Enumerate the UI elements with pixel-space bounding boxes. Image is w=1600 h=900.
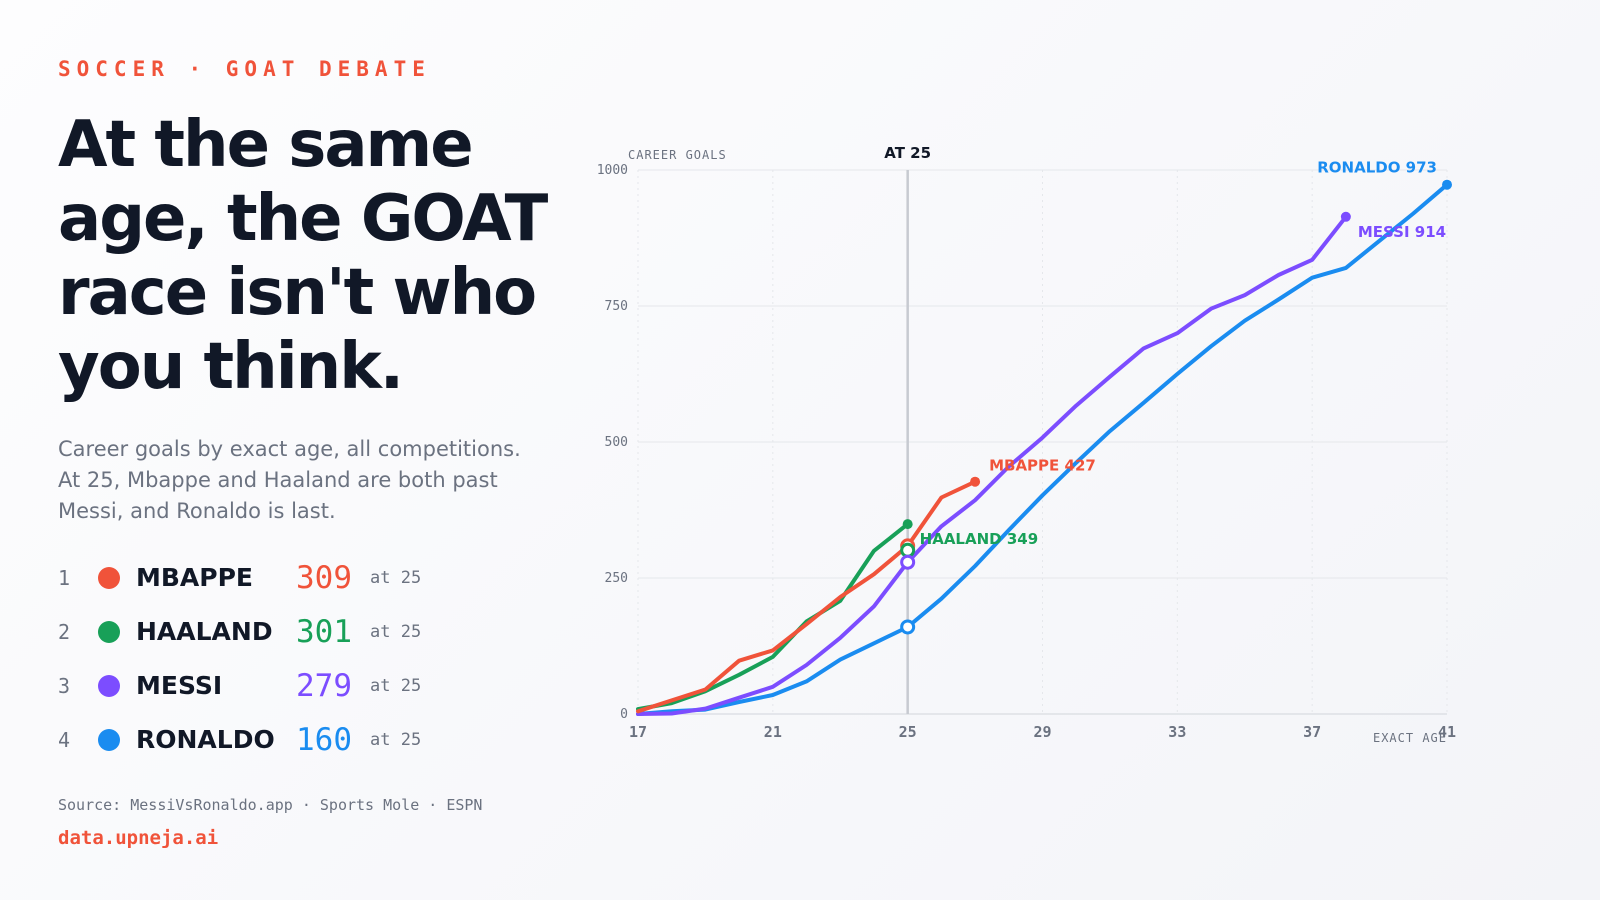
- x-tick-label: 37: [1303, 723, 1321, 741]
- age-25-marker-mbappe: [900, 538, 916, 554]
- headline: At the same age, the GOAT race isn't who…: [58, 108, 548, 404]
- goals-at-25: 279: [296, 668, 352, 704]
- series-end-point-ronaldo: [1442, 179, 1452, 190]
- x-tick-label: 29: [1033, 723, 1051, 741]
- y-tick-label: 500: [605, 435, 628, 450]
- y-axis-title: CAREER GOALS: [628, 148, 727, 162]
- series-line-messi: [636, 214, 1348, 716]
- rank-number: 4: [58, 728, 71, 752]
- rank-number: 3: [58, 674, 71, 698]
- x-tick-label: 17: [629, 723, 647, 741]
- ranking-row: 4 RONALDO 160 at 25: [58, 723, 538, 781]
- subtitle: Career goals by exact age, all competiti…: [58, 437, 521, 523]
- age-25-marker-haaland: [900, 542, 916, 558]
- age-25-marker-messi: [900, 554, 916, 570]
- x-tick-label: 41: [1438, 723, 1456, 741]
- player-name: MBAPPE: [136, 563, 254, 592]
- source-note: Source: MessiVsRonaldo.app · Sports Mole…: [58, 796, 483, 814]
- y-tick-label: 250: [605, 571, 628, 586]
- series-end-label-haaland: HAALAND 349: [920, 530, 1038, 548]
- x-tick-label: 33: [1168, 723, 1186, 741]
- series-line-haaland: [636, 522, 910, 712]
- player-color-dot: [98, 729, 120, 751]
- y-tick-label: 750: [605, 299, 628, 314]
- age-label: at 25: [370, 730, 422, 750]
- series-end-label-messi: MESSI 914: [1358, 223, 1446, 241]
- y-tick-label: 1000: [597, 163, 628, 178]
- ranking-row: 2 HAALAND 301 at 25: [58, 615, 538, 673]
- x-tick-label: 21: [764, 723, 782, 741]
- series-end-point-messi: [1340, 211, 1351, 222]
- goals-at-25: 160: [296, 722, 352, 758]
- goals-at-25: 309: [296, 560, 352, 596]
- player-name: RONALDO: [136, 725, 275, 754]
- player-color-dot: [98, 621, 120, 643]
- ranking-row: 3 MESSI 279 at 25: [58, 669, 538, 727]
- series-end-point-mbappe: [970, 476, 981, 487]
- ranking-row: 1 MBAPPE 309 at 25: [58, 561, 538, 619]
- series-end-label-mbappe: MBAPPE 427: [989, 457, 1096, 475]
- series-end-point-haaland: [902, 519, 913, 530]
- series-end-label-ronaldo: RONALDO 973: [1317, 159, 1437, 177]
- player-name: MESSI: [136, 671, 223, 700]
- goals-at-25: 301: [296, 614, 352, 650]
- kicker: SOCCER · GOAT DEBATE: [58, 57, 431, 81]
- age-label: at 25: [370, 568, 422, 588]
- player-color-dot: [98, 675, 120, 697]
- player-name: HAALAND: [136, 617, 273, 646]
- x-axis-title: EXACT AGE: [1373, 731, 1447, 745]
- series-line-ronaldo: [636, 182, 1449, 716]
- reference-line-label: AT 25: [884, 144, 931, 162]
- age-25-marker-ronaldo: [900, 619, 916, 635]
- ranking-list: 1 MBAPPE 309 at 25 2 HAALAND 301 at 25 3…: [58, 561, 538, 781]
- y-tick-label: 0: [620, 707, 628, 722]
- rank-number: 1: [58, 566, 71, 590]
- series-line-mbappe: [636, 479, 978, 714]
- age-label: at 25: [370, 676, 422, 696]
- x-tick-label: 25: [899, 723, 917, 741]
- rank-number: 2: [58, 620, 71, 644]
- site-link[interactable]: data.upneja.ai: [58, 827, 219, 849]
- age-label: at 25: [370, 622, 422, 642]
- player-color-dot: [98, 567, 120, 589]
